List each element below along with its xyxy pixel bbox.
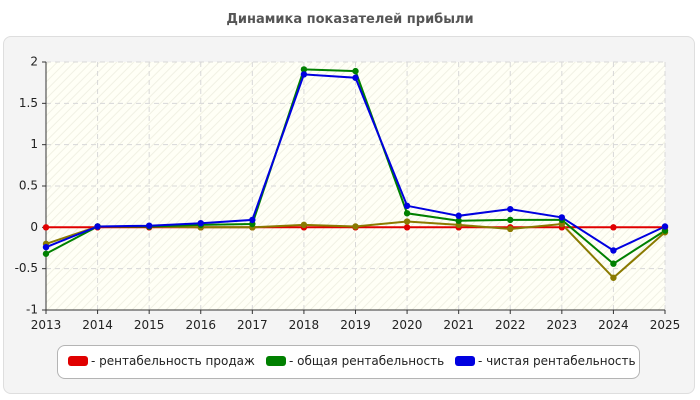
data-point-2: [42, 243, 50, 251]
y-tick-label: 1: [30, 137, 38, 151]
data-point-1: [507, 216, 514, 224]
legend-swatch-red: [68, 356, 88, 366]
data-point-3: [300, 221, 308, 229]
x-tick-label: 2016: [185, 318, 216, 332]
y-tick-label: 2: [30, 55, 38, 69]
data-point-1: [352, 67, 359, 75]
y-tick-label: 0.5: [19, 179, 38, 193]
data-point-1: [610, 260, 617, 267]
x-tick-label: 2020: [392, 318, 423, 332]
data-point-3: [507, 225, 514, 233]
data-point-3: [352, 223, 359, 230]
data-point-2: [661, 223, 669, 230]
data-point-2: [197, 220, 204, 227]
data-point-2: [94, 223, 101, 230]
x-tick-label: 2013: [31, 318, 62, 332]
data-point-1: [403, 210, 411, 217]
legend-swatch-blue: [455, 356, 475, 366]
legend-item-total: - общая рентабельность: [266, 354, 444, 368]
chart-title: Динамика показателей прибыли: [226, 12, 474, 27]
legend-label-total: - общая рентабельность: [289, 354, 445, 368]
data-point-0: [403, 224, 411, 231]
data-point-2: [249, 216, 256, 224]
data-point-2: [455, 212, 462, 219]
x-tick-label: 2023: [547, 318, 578, 332]
x-tick-label: 2018: [289, 318, 320, 332]
legend-label-sales: - рентабельность продаж: [91, 354, 255, 368]
x-tick-label: 2015: [134, 318, 165, 332]
x-tick-label: 2025: [650, 318, 681, 332]
data-point-2: [558, 214, 566, 221]
data-point-2: [300, 71, 308, 78]
y-tick-label: 0: [30, 220, 38, 234]
data-point-3: [610, 274, 617, 281]
data-point-2: [610, 247, 617, 254]
data-point-0: [610, 224, 617, 231]
x-tick-label: 2019: [340, 318, 371, 332]
y-tick-label: 1.5: [19, 96, 38, 110]
legend-swatch-green: [266, 356, 286, 366]
data-point-3: [403, 218, 411, 225]
y-axis-ticks: 2 1.5 1 0.5 0 -0.5 -1: [15, 55, 46, 317]
data-point-2: [145, 222, 153, 229]
data-point-2: [403, 202, 411, 210]
series-points: [42, 66, 669, 281]
data-point-1: [455, 217, 462, 224]
legend: - рентабельность продаж - общая рентабел…: [57, 345, 640, 379]
data-point-2: [507, 205, 514, 213]
x-tick-label: 2021: [443, 318, 474, 332]
data-point-2: [352, 74, 359, 81]
legend-item-sales: - рентабельность продаж: [68, 354, 255, 368]
legend-label-net: - чистая рентабельность: [478, 354, 636, 368]
x-axis-ticks: 2013 2014 2015 2016 2017 2018 2019 2020 2021 2022…: [31, 310, 681, 332]
data-point-1: [42, 250, 50, 257]
data-point-1: [300, 66, 308, 73]
y-tick-label: -1: [26, 303, 38, 317]
legend-item-net: - чистая рентабельность: [455, 354, 636, 368]
x-tick-label: 2022: [495, 318, 526, 332]
x-tick-label: 2014: [82, 318, 113, 332]
data-point-0: [42, 224, 50, 231]
x-tick-label: 2024: [598, 318, 629, 332]
y-tick-label: -0.5: [15, 261, 38, 275]
x-tick-label: 2017: [237, 318, 268, 332]
